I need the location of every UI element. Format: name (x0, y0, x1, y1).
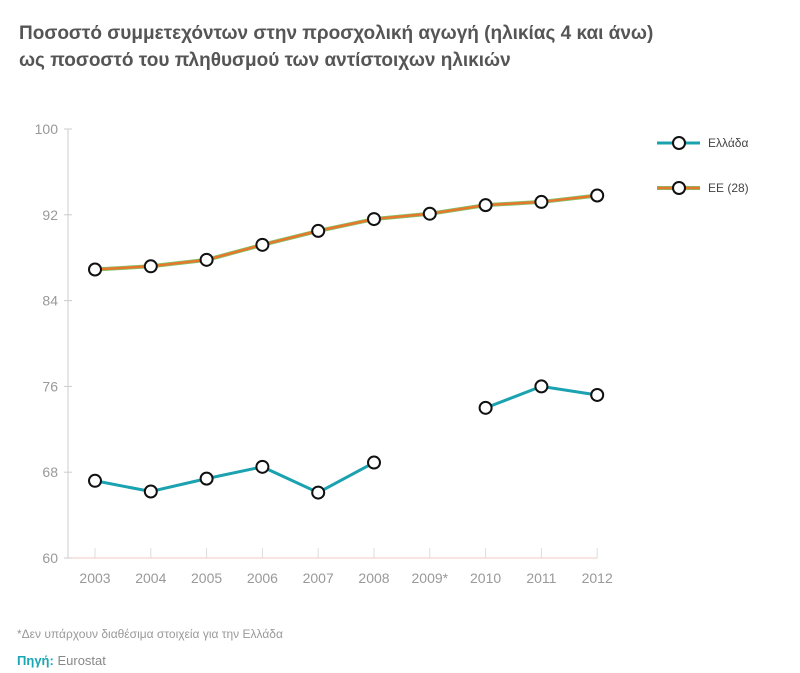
data-point (143, 259, 158, 274)
series-line-1 (94, 461, 375, 495)
data-point (88, 473, 102, 488)
title-line-2: ως ποσοστό του πληθυσμού των αντίστοιχων… (19, 50, 511, 71)
data-point (88, 262, 102, 277)
x-tick-label: 2005 (191, 570, 222, 586)
y-tick-label: 60 (42, 550, 58, 566)
legend-marker (672, 181, 686, 195)
x-tick-label: 2010 (470, 570, 501, 586)
chart-title: Ποσοστό συμμετεχόντων στην προσχολική αγ… (19, 20, 779, 74)
line-chart: 60 68 76 84 92 100 2003 2004 2005 2006 2007 2008 200… (35, 121, 749, 586)
data-point (199, 252, 214, 267)
data-point (367, 455, 381, 470)
y-tick-label: 76 (42, 378, 58, 394)
data-point (143, 484, 158, 499)
data-point (311, 223, 326, 238)
data-point (255, 459, 270, 474)
source-value: Eurostat (57, 653, 106, 668)
x-tick-label: 2004 (135, 570, 166, 586)
x-tick-label: 2012 (582, 570, 613, 586)
data-point (367, 212, 381, 227)
data-point (534, 379, 549, 394)
data-point (255, 237, 270, 252)
y-tick-label: 84 (42, 293, 58, 309)
data-point (422, 206, 437, 221)
data-point (590, 188, 605, 203)
x-tick-label: 2007 (303, 570, 334, 586)
legend-marker (672, 136, 686, 150)
legend-label: Ελλάδα (708, 136, 748, 150)
y-tick-label: 92 (42, 207, 58, 223)
series-line-outline (94, 193, 598, 272)
data-point (311, 485, 326, 500)
x-tick-label: 2006 (247, 570, 278, 586)
y-tick-label: 68 (42, 464, 58, 480)
legend-label: ΕΕ (28) (708, 181, 749, 195)
data-point (478, 198, 493, 213)
title-line-1: Ποσοστό συμμετεχόντων στην προσχολική αγ… (19, 23, 654, 44)
data-point (534, 194, 549, 209)
y-tick-label: 100 (35, 121, 59, 137)
x-tick-label: 2003 (79, 570, 110, 586)
series-line-2 (94, 194, 598, 271)
data-point (478, 400, 493, 415)
x-tick-label: 2009* (412, 570, 449, 586)
source-label: Πηγή: (17, 653, 54, 668)
x-tick-label: 2011 (526, 570, 556, 586)
footnote: *Δεν υπάρχουν διαθέσιμα στοιχεία για την… (17, 627, 283, 641)
x-tick-label: 2008 (358, 570, 389, 586)
data-point (199, 471, 214, 486)
source: Πηγή: Eurostat (17, 653, 106, 668)
data-point (590, 387, 605, 402)
